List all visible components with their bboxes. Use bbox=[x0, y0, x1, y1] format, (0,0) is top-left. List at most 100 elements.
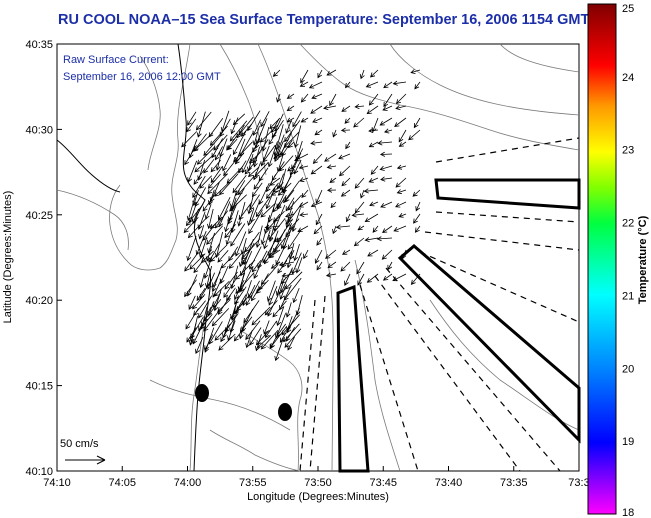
current-vector bbox=[263, 320, 270, 335]
current-vector bbox=[228, 250, 244, 269]
current-vector bbox=[199, 236, 208, 259]
current-vector bbox=[325, 249, 337, 259]
current-vector bbox=[398, 129, 407, 143]
current-vector bbox=[326, 164, 337, 170]
current-vector bbox=[267, 141, 278, 168]
current-vector bbox=[392, 80, 407, 86]
current-vector bbox=[368, 93, 379, 106]
x-tick-label: 73:55 bbox=[239, 477, 267, 489]
current-vector bbox=[199, 175, 212, 189]
current-vector bbox=[255, 225, 263, 249]
current-vector bbox=[401, 249, 407, 260]
current-vector bbox=[273, 153, 281, 159]
current-vector bbox=[366, 105, 379, 115]
map-title: RU COOL NOAA–15 Sea Surface Temperature:… bbox=[58, 12, 588, 28]
current-vector bbox=[270, 189, 281, 196]
current-vector bbox=[247, 195, 254, 215]
current-vector bbox=[379, 165, 393, 171]
current-vector bbox=[271, 119, 284, 139]
current-vector bbox=[413, 117, 421, 129]
current-vector bbox=[383, 81, 393, 89]
current-vector bbox=[311, 93, 323, 100]
current-vector bbox=[327, 261, 337, 269]
current-vector bbox=[192, 190, 199, 206]
current-vector bbox=[272, 69, 281, 77]
colorbar-tick-label: 24 bbox=[622, 72, 634, 84]
current-vector bbox=[300, 117, 309, 123]
x-tick-label: 73:50 bbox=[304, 477, 332, 489]
current-vector bbox=[364, 237, 379, 243]
current-vector bbox=[300, 69, 309, 84]
current-vector bbox=[289, 152, 302, 176]
current-vector bbox=[230, 117, 239, 135]
y-tick-label: 40:10 bbox=[25, 466, 53, 478]
current-vector bbox=[285, 326, 296, 342]
current-vector bbox=[266, 280, 276, 302]
current-vector bbox=[287, 165, 295, 172]
current-vector bbox=[395, 105, 407, 111]
current-vector bbox=[370, 69, 379, 78]
radar-wedges bbox=[336, 178, 581, 473]
current-vector bbox=[187, 111, 197, 126]
current-vector bbox=[284, 189, 295, 203]
current-vector bbox=[370, 165, 379, 175]
current-vector bbox=[325, 272, 337, 278]
current-vector bbox=[251, 182, 263, 198]
current-vector bbox=[251, 260, 262, 273]
current-vector bbox=[269, 177, 281, 186]
radar-dashed-lines bbox=[299, 137, 580, 472]
current-vector bbox=[393, 225, 407, 232]
current-vector bbox=[258, 182, 270, 205]
current-vector bbox=[217, 250, 229, 263]
current-vector bbox=[268, 286, 278, 306]
current-vector bbox=[260, 329, 279, 350]
y-axis-ticks: 40:35 40:30 40:25 40:20 40:15 40:10 bbox=[25, 39, 62, 478]
current-vector bbox=[314, 129, 323, 136]
current-vector bbox=[206, 225, 224, 245]
current-vector bbox=[232, 131, 247, 156]
current-vector bbox=[380, 201, 393, 208]
current-vector bbox=[364, 213, 379, 223]
current-vector bbox=[293, 125, 302, 148]
current-vector bbox=[249, 327, 262, 346]
current-vector bbox=[380, 176, 393, 182]
current-vector bbox=[232, 113, 246, 126]
x-axis-label: Longitude (Degrees:Minutes) bbox=[247, 491, 389, 503]
current-vector bbox=[211, 308, 230, 327]
current-vector bbox=[384, 128, 393, 134]
current-vector bbox=[297, 225, 309, 232]
current-vector bbox=[341, 105, 351, 112]
current-vector bbox=[273, 237, 281, 243]
colorbar-label: Temperature (°C) bbox=[637, 215, 649, 304]
current-vector bbox=[276, 93, 281, 103]
current-vector bbox=[235, 231, 247, 257]
current-vector bbox=[392, 273, 407, 282]
current-vector bbox=[272, 201, 281, 213]
y-tick-label: 40:25 bbox=[25, 210, 53, 222]
current-vector bbox=[291, 252, 302, 275]
current-vector bbox=[316, 237, 323, 246]
current-vector bbox=[345, 141, 351, 150]
current-vector bbox=[211, 271, 221, 288]
current-vector bbox=[395, 93, 407, 105]
current-vector bbox=[268, 218, 286, 241]
current-vector bbox=[272, 300, 287, 318]
colorbar-tick-label: 22 bbox=[622, 218, 634, 230]
current-vector bbox=[245, 330, 253, 349]
current-vector bbox=[273, 141, 281, 157]
current-vector bbox=[382, 105, 393, 111]
current-vector bbox=[330, 201, 337, 209]
current-vector bbox=[268, 249, 281, 258]
current-vector bbox=[259, 124, 278, 143]
current-vector bbox=[193, 169, 205, 185]
current-vector bbox=[229, 120, 248, 142]
current-vector bbox=[218, 333, 236, 351]
scale-arrow bbox=[65, 455, 106, 465]
scale-label: 50 cm/s bbox=[60, 438, 99, 450]
current-vector bbox=[284, 271, 303, 290]
current-vector bbox=[340, 127, 351, 133]
current-vector bbox=[263, 229, 271, 250]
current-vector bbox=[395, 201, 407, 208]
current-vector bbox=[413, 213, 421, 224]
current-vector bbox=[234, 279, 245, 300]
